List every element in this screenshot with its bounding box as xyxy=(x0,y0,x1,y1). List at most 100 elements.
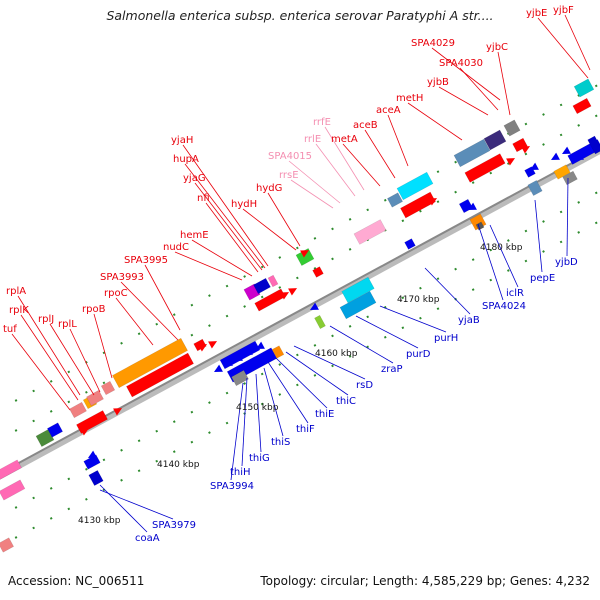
forward-gene-leader xyxy=(174,251,243,281)
reverse-gene-label: thiG xyxy=(249,453,270,464)
forward-gene-leader xyxy=(182,144,269,267)
forward-gene-label: hydG xyxy=(256,183,282,194)
reverse-gene-leader xyxy=(489,224,519,288)
reverse-arrow xyxy=(562,146,571,154)
forward-gene-label: nfi xyxy=(197,193,210,204)
reverse-arrow xyxy=(234,353,243,361)
reverse-gene-label: thiS xyxy=(271,437,290,448)
reverse-arrow xyxy=(224,358,233,366)
forward-arrow xyxy=(428,198,438,206)
forward-gene xyxy=(512,137,528,153)
forward-gene xyxy=(267,274,279,288)
forward-arrow xyxy=(506,158,516,166)
forward-gene xyxy=(353,219,387,245)
reverse-gene-label: yjaB xyxy=(458,315,480,326)
reverse-gene-leader xyxy=(534,199,543,273)
reverse-gene-leader xyxy=(477,223,504,301)
reverse-gene-leader xyxy=(355,315,419,349)
kbp-label: 4160 kbp xyxy=(315,349,358,359)
label-leaders xyxy=(11,14,591,533)
forward-gene-label: yjaH xyxy=(171,135,193,146)
reverse-gene-label: iclR xyxy=(506,288,524,299)
forward-gene-leader xyxy=(242,208,297,251)
reverse-gene-leader xyxy=(566,177,569,257)
reverse-arrow xyxy=(88,450,97,458)
reverse-arrow xyxy=(256,341,265,349)
forward-gene-leader xyxy=(144,264,181,331)
reverse-gene xyxy=(83,454,101,470)
reverse-gene xyxy=(404,238,416,250)
reverse-gene xyxy=(562,170,578,186)
tick-row xyxy=(0,189,600,518)
tick-row xyxy=(0,82,600,411)
forward-gene xyxy=(400,191,436,219)
tick-row xyxy=(0,219,600,548)
forward-gene-leader xyxy=(115,297,154,346)
forward-gene xyxy=(0,459,22,481)
reverse-gene-leader xyxy=(275,357,328,409)
forward-gene-label: aceA xyxy=(376,105,401,116)
forward-gene xyxy=(572,97,592,115)
forward-arrow xyxy=(300,250,310,258)
reverse-gene-label: purH xyxy=(434,333,458,344)
forward-gene-leader xyxy=(267,192,301,247)
forward-gene-leader xyxy=(431,47,501,101)
map-title: Salmonella enterica subsp. enterica sero… xyxy=(106,8,494,23)
reverse-gene-leader xyxy=(263,367,284,437)
forward-gene-label: hupA xyxy=(173,154,199,165)
accession-text: Accession: NC_006511 xyxy=(8,574,145,588)
forward-arrow xyxy=(113,408,123,416)
reverse-gene-label: pepE xyxy=(530,273,555,284)
forward-gene-leader xyxy=(11,333,71,411)
forward-gene-leader xyxy=(205,202,259,273)
reverse-gene xyxy=(458,198,474,214)
forward-gene-label: metA xyxy=(331,134,358,145)
reverse-gene xyxy=(271,345,285,359)
forward-gene-leader xyxy=(120,281,179,341)
forward-gene-leader xyxy=(184,163,266,269)
reverse-gene-label: thiH xyxy=(230,467,251,478)
forward-gene xyxy=(76,410,108,434)
reverse-gene-label: thiE xyxy=(315,409,334,420)
forward-gene-leader xyxy=(407,102,463,141)
forward-gene-leader xyxy=(564,14,591,71)
rna-gene-leader xyxy=(315,143,356,197)
kbp-label: 4150 kbp xyxy=(236,403,279,413)
forward-gene-leader xyxy=(17,295,81,396)
reverse-gene-leader xyxy=(230,382,244,481)
forward-gene-leader xyxy=(364,129,396,179)
reverse-gene-label: rsD xyxy=(356,380,373,391)
forward-gene xyxy=(253,277,271,295)
reverse-gene-leader xyxy=(379,305,447,333)
forward-gene xyxy=(86,389,104,407)
forward-gene xyxy=(126,352,194,398)
forward-gene-leader xyxy=(191,239,253,277)
forward-gene-leader xyxy=(49,323,95,396)
rna-gene-leader xyxy=(288,160,341,204)
rna-gene-leader xyxy=(290,179,334,209)
reverse-gene-leader xyxy=(424,267,471,315)
reverse-gene xyxy=(527,180,543,196)
forward-gene-label: yjbE xyxy=(526,8,547,19)
forward-arrow xyxy=(521,146,531,154)
forward-gene xyxy=(483,129,507,151)
forward-gene-label: SPA4030 xyxy=(439,58,483,69)
forward-gene-label: rplA xyxy=(6,286,26,297)
forward-gene-leader xyxy=(194,182,263,271)
forward-gene-label: rplJ xyxy=(38,314,54,325)
forward-arrow xyxy=(288,288,298,296)
reverse-gene-leader xyxy=(285,351,349,396)
reverse-gene-leader xyxy=(329,325,394,364)
forward-gene-label: yjbF xyxy=(553,5,574,16)
forward-gene xyxy=(503,119,521,137)
reverse-gene-leader xyxy=(267,361,309,424)
topology-summary: Topology: circular; Length: 4,585,229 bp… xyxy=(260,574,590,588)
forward-gene-label: SPA3995 xyxy=(124,255,168,266)
forward-gene-label: SPA3993 xyxy=(100,272,144,283)
reverse-gene-label: SPA3979 xyxy=(152,520,196,531)
forward-gene xyxy=(112,337,188,389)
gene-features xyxy=(0,78,600,553)
reverse-gene xyxy=(231,369,249,387)
forward-gene xyxy=(396,171,434,201)
tick-marks xyxy=(0,82,600,548)
